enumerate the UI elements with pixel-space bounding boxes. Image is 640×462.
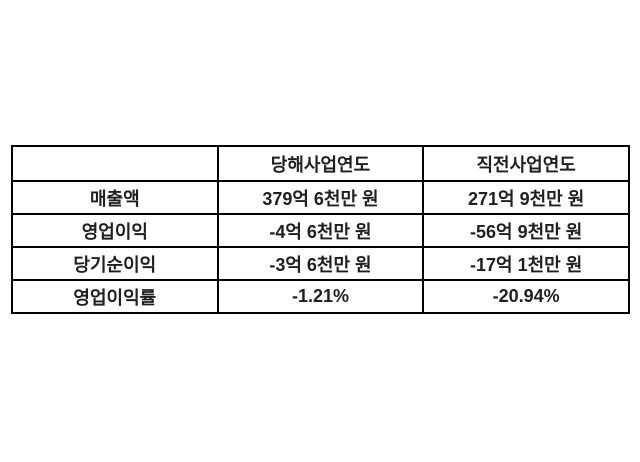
revenue-current-value: 379억 6천만 원 [216, 180, 425, 215]
net-income-previous-value: -17억 1천만 원 [422, 246, 630, 281]
row-label-net-income: 당기순이익 [11, 246, 219, 281]
operating-profit-current-value: -4억 6천만 원 [216, 213, 425, 248]
table-row-operating-margin: 영업이익률 -1.21% -20.94% [11, 279, 630, 314]
net-income-current-value: -3억 6천만 원 [216, 246, 425, 281]
table-header-row: 당해사업연도 직전사업연도 [11, 145, 630, 182]
row-label-operating-margin: 영업이익률 [11, 279, 219, 314]
header-cell-current-fiscal-year: 당해사업연도 [216, 145, 425, 182]
operating-margin-current-value: -1.21% [216, 279, 425, 314]
table-row-net-income: 당기순이익 -3억 6천만 원 -17억 1천만 원 [11, 246, 630, 281]
header-cell-previous-fiscal-year: 직전사업연도 [422, 145, 630, 182]
operating-profit-previous-value: -56억 9천만 원 [422, 213, 630, 248]
row-label-revenue: 매출액 [11, 180, 219, 215]
header-cell-empty [11, 145, 219, 182]
table-row-revenue: 매출액 379억 6천만 원 271억 9천만 원 [11, 180, 630, 215]
operating-margin-previous-value: -20.94% [422, 279, 630, 314]
financial-summary-table: 당해사업연도 직전사업연도 매출액 379억 6천만 원 271억 9천만 원 … [11, 145, 630, 314]
row-label-operating-profit: 영업이익 [11, 213, 219, 248]
revenue-previous-value: 271억 9천만 원 [422, 180, 630, 215]
table-row-operating-profit: 영업이익 -4억 6천만 원 -56억 9천만 원 [11, 213, 630, 248]
